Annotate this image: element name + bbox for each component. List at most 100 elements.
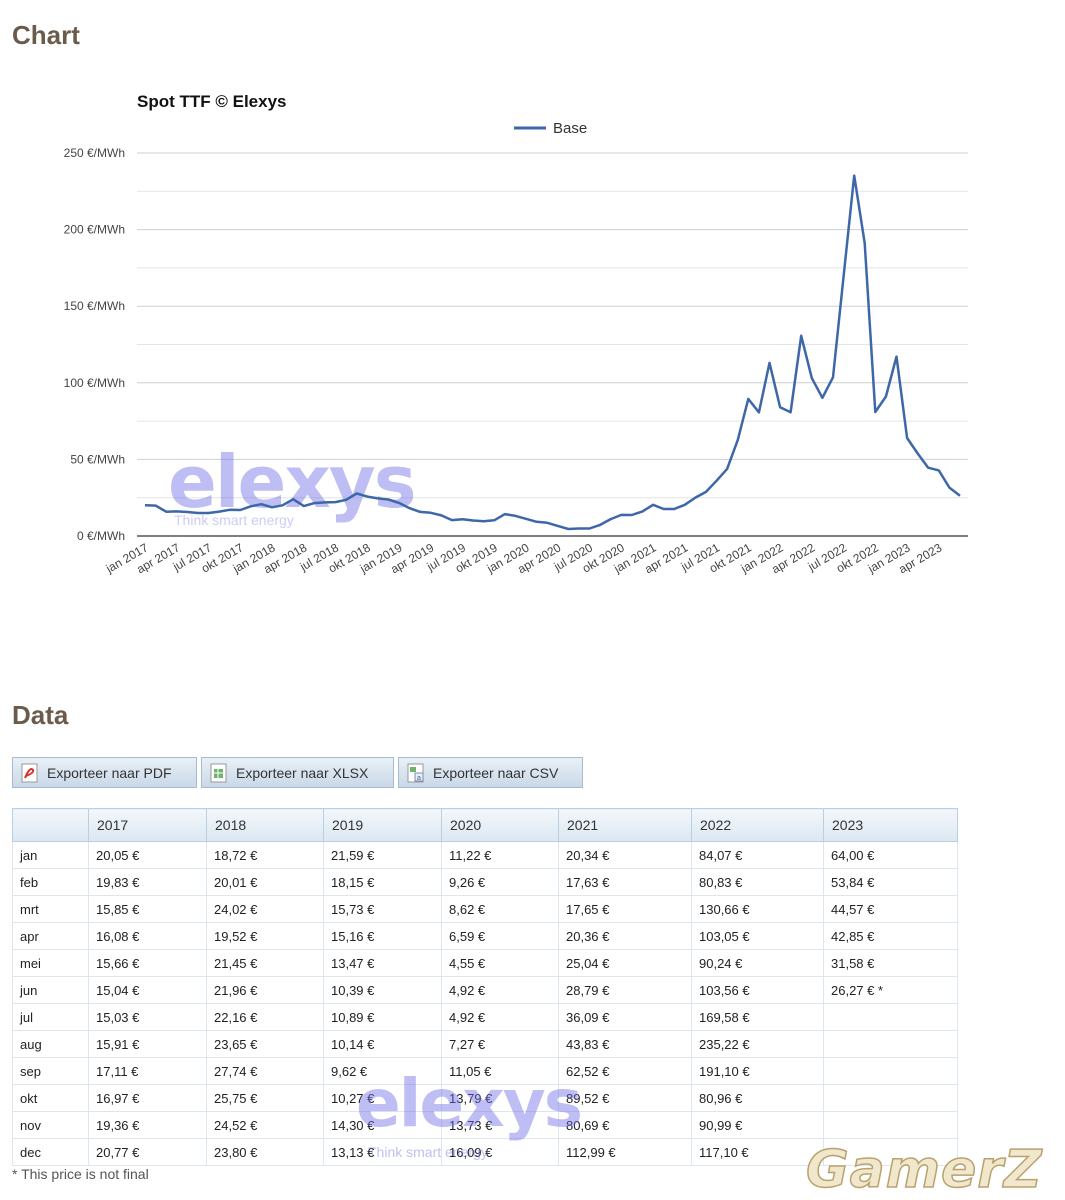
price-cell: 80,69 € (558, 1111, 692, 1139)
price-cell: 25,75 € (206, 1084, 324, 1112)
price-cell: 53,84 € (823, 868, 958, 896)
data-point[interactable] (841, 273, 847, 279)
price-cell: 19,83 € (88, 868, 207, 896)
data-point[interactable] (534, 519, 540, 525)
data-point[interactable] (417, 509, 423, 515)
data-point[interactable] (206, 510, 212, 516)
price-cell: 80,96 € (691, 1084, 824, 1112)
data-point[interactable] (333, 499, 339, 505)
data-point[interactable] (385, 497, 391, 503)
data-point[interactable] (438, 512, 444, 518)
data-point[interactable] (375, 495, 381, 501)
month-cell: nov (12, 1111, 89, 1139)
export-xlsx-button[interactable]: Exporteer naar XLSX (201, 757, 394, 788)
export-csv-button[interactable]: a Exporteer naar CSV (398, 757, 583, 788)
data-point[interactable] (650, 502, 656, 508)
data-point[interactable] (618, 512, 624, 518)
price-cell: 15,66 € (88, 949, 207, 977)
price-cell: 23,65 € (206, 1030, 324, 1058)
data-point[interactable] (407, 505, 413, 511)
data-point[interactable] (724, 466, 730, 472)
data-point[interactable] (565, 526, 571, 532)
data-point[interactable] (714, 478, 720, 484)
data-point[interactable] (449, 517, 455, 523)
data-point[interactable] (322, 499, 328, 505)
data-point[interactable] (216, 509, 222, 515)
data-point[interactable] (248, 503, 254, 509)
data-point[interactable] (883, 394, 889, 400)
data-point[interactable] (470, 517, 476, 523)
data-point[interactable] (523, 516, 529, 522)
data-point[interactable] (502, 511, 508, 517)
data-point[interactable] (777, 404, 783, 410)
data-point[interactable] (301, 503, 307, 509)
data-point[interactable] (893, 354, 899, 360)
y-tick-label: 0 €/MWh (77, 529, 125, 543)
month-cell: jul (12, 1003, 89, 1031)
data-point[interactable] (830, 374, 836, 380)
price-cell: 17,65 € (558, 895, 692, 923)
data-point[interactable] (576, 525, 582, 531)
price-cell: 19,36 € (88, 1111, 207, 1139)
data-point[interactable] (809, 375, 815, 381)
data-point[interactable] (957, 493, 963, 499)
data-point[interactable] (280, 502, 286, 508)
data-point[interactable] (639, 508, 645, 514)
data-point[interactable] (766, 360, 772, 366)
data-point[interactable] (512, 513, 518, 519)
data-point[interactable] (544, 520, 550, 526)
data-point[interactable] (290, 496, 296, 502)
data-point[interactable] (460, 516, 466, 522)
data-point[interactable] (851, 173, 857, 179)
data-point[interactable] (692, 495, 698, 501)
data-point[interactable] (555, 523, 561, 529)
data-point[interactable] (174, 508, 180, 514)
data-point[interactable] (491, 517, 497, 523)
data-point[interactable] (587, 525, 593, 531)
export-pdf-button[interactable]: Exporteer naar PDF (12, 757, 197, 788)
data-point[interactable] (396, 500, 402, 506)
data-point[interactable] (428, 510, 434, 516)
price-cell: 89,52 € (558, 1084, 692, 1112)
data-point[interactable] (925, 465, 931, 471)
data-point[interactable] (629, 512, 635, 518)
data-point[interactable] (936, 467, 942, 473)
data-point[interactable] (311, 500, 317, 506)
chart-legend[interactable]: Base (514, 120, 587, 137)
data-point[interactable] (481, 518, 487, 524)
price-cell: 25,04 € (558, 949, 692, 977)
data-point[interactable] (195, 510, 201, 516)
data-point[interactable] (735, 437, 741, 443)
data-point[interactable] (819, 395, 825, 401)
data-point[interactable] (364, 494, 370, 500)
data-point[interactable] (258, 501, 264, 507)
data-point[interactable] (661, 506, 667, 512)
data-point[interactable] (703, 489, 709, 495)
data-point[interactable] (237, 507, 243, 513)
data-point[interactable] (343, 497, 349, 503)
data-point[interactable] (788, 409, 794, 415)
series-line-base[interactable] (144, 174, 961, 531)
data-point[interactable] (915, 451, 921, 457)
data-point[interactable] (872, 409, 878, 415)
price-cell: 23,80 € (206, 1138, 324, 1166)
data-point[interactable] (904, 435, 910, 441)
month-cell: aug (12, 1030, 89, 1058)
data-point[interactable] (269, 504, 275, 510)
data-point[interactable] (798, 333, 804, 339)
data-point[interactable] (862, 240, 868, 246)
data-point[interactable] (597, 522, 603, 528)
column-header-year: 2022 (691, 808, 824, 842)
data-point[interactable] (682, 502, 688, 508)
data-point[interactable] (354, 491, 360, 497)
data-point[interactable] (671, 506, 677, 512)
data-point[interactable] (756, 409, 762, 415)
data-point[interactable] (142, 502, 148, 508)
data-point[interactable] (163, 509, 169, 515)
data-point[interactable] (608, 516, 614, 522)
data-point[interactable] (184, 509, 190, 515)
data-point[interactable] (946, 485, 952, 491)
data-point[interactable] (227, 507, 233, 513)
data-point[interactable] (153, 503, 159, 509)
data-point[interactable] (745, 396, 751, 402)
